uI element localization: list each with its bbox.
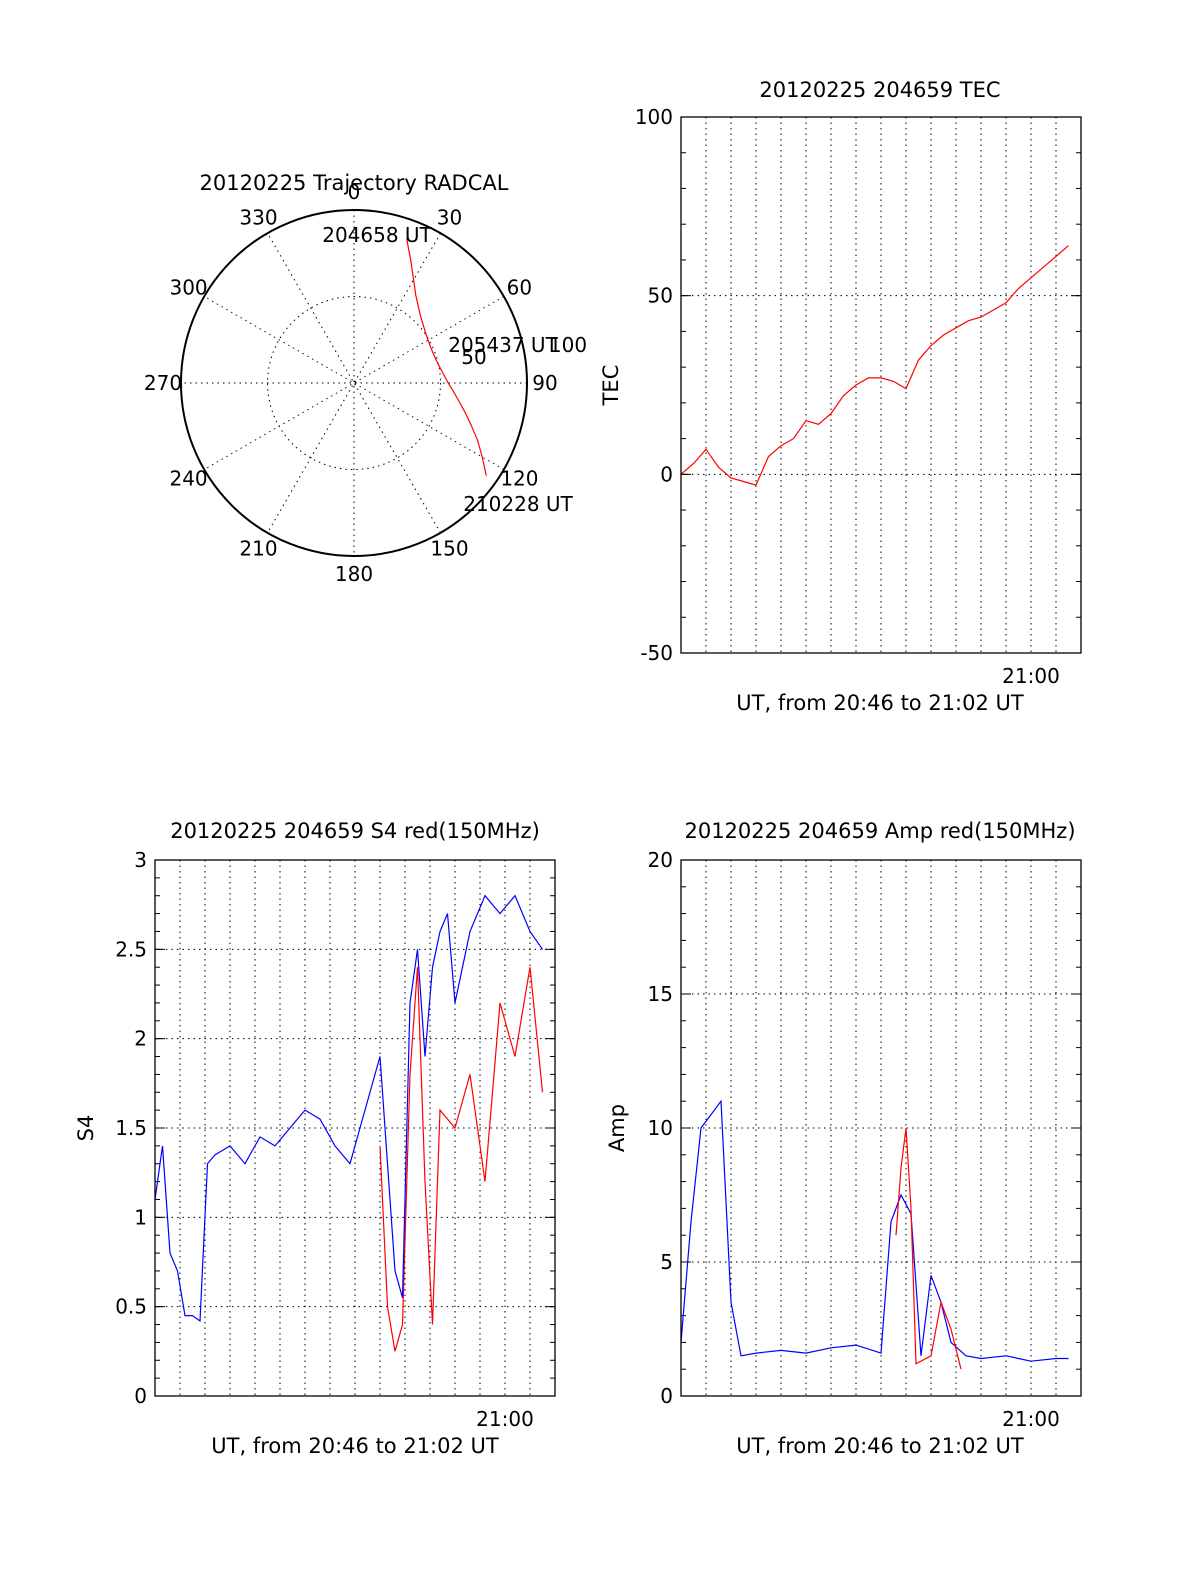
azimuth-label-300: 300	[169, 276, 207, 300]
amp-y-tick-label: 5	[660, 1250, 673, 1274]
s4-plot-frame	[154, 859, 556, 1397]
tec-y-ticks: -50 0 50 100	[635, 105, 1081, 665]
tec-plot: 20120225 204659 TEC -50 0 50 100 21:00 UT, …	[599, 78, 1082, 715]
amp-y-axis-label: Amp	[605, 1104, 629, 1152]
polar-ring-50	[267, 296, 441, 470]
amp-x-axis-label: UT, from 20:46 to 21:02 UT	[736, 1434, 1024, 1458]
amp-red-series-line	[895, 1127, 962, 1370]
polar-title: 20120225 Trajectory RADCAL	[200, 171, 509, 195]
tec-x-tick-label: 21:00	[1002, 664, 1060, 688]
polar-spoke-120	[203, 296, 505, 470]
azimuth-label-330: 330	[239, 206, 277, 230]
amp-blue-series-line	[680, 1099, 1069, 1362]
amp-grid	[681, 860, 1081, 1396]
s4-red-series-line	[379, 967, 544, 1352]
azimuth-label-240: 240	[169, 467, 207, 491]
amp-title: 20120225 204659 Amp red(150MHz)	[684, 819, 1075, 843]
tec-y-tick-label: -50	[640, 641, 673, 665]
annotation-end-time: 210228 UT	[463, 492, 573, 516]
s4-y-ticks: 0 0.5 1 1.5 2 2.5 3	[115, 848, 555, 1408]
s4-y-tick-label: 0	[134, 1384, 147, 1408]
tec-series-line	[680, 245, 1069, 486]
polar-grid	[181, 210, 527, 556]
azimuth-label-150: 150	[430, 536, 468, 560]
polar-spoke-30	[267, 232, 441, 534]
amp-y-tick-label: 10	[648, 1116, 673, 1140]
azimuth-label-270: 270	[144, 371, 182, 395]
tec-y-axis-label: TEC	[599, 365, 623, 407]
s4-y-tick-label: 1.5	[115, 1116, 147, 1140]
s4-plot: 20120225 204659 S4 red(150MHz) 0 0.5 1 1.5 2…	[74, 819, 556, 1458]
polar-spoke-150	[267, 232, 441, 534]
s4-y-tick-label: 1	[134, 1205, 147, 1229]
annotation-mid-time: 205437 UT	[448, 333, 558, 357]
polar-trajectory-plot: 20120225 Trajectory RADCAL 0 30 60 90 120 150…	[144, 171, 587, 586]
tec-grid	[681, 117, 1081, 653]
azimuth-label-90: 90	[532, 371, 557, 395]
azimuth-label-30: 30	[437, 206, 462, 230]
amp-y-tick-label: 20	[648, 848, 673, 872]
tec-y-tick-label: 100	[635, 105, 673, 129]
azimuth-label-0: 0	[348, 180, 361, 204]
tec-y-tick-label: 0	[660, 462, 673, 486]
amp-x-tick-label: 21:00	[1002, 1407, 1060, 1431]
azimuth-labels: 0 30 60 90 120 150 180 210 240 270 300 330	[144, 180, 558, 586]
s4-y-axis-label: S4	[74, 1115, 98, 1142]
s4-y-tick-label: 2	[134, 1027, 147, 1051]
s4-title: 20120225 204659 S4 red(150MHz)	[170, 819, 540, 843]
tec-title: 20120225 204659 TEC	[759, 78, 1000, 102]
annotation-start-time: 204658 UT	[322, 223, 432, 247]
radial-label-100: 100	[549, 333, 587, 357]
trajectory-line	[406, 238, 487, 476]
s4-y-tick-label: 0.5	[115, 1295, 147, 1319]
tec-plot-frame	[680, 116, 1082, 654]
azimuth-label-60: 60	[507, 276, 532, 300]
s4-y-tick-label: 2.5	[115, 937, 147, 961]
polar-spoke-60	[203, 296, 505, 470]
s4-blue-series-line	[154, 894, 543, 1323]
amp-plot-frame	[680, 859, 1082, 1397]
azimuth-label-210: 210	[239, 536, 277, 560]
polar-outer-circle	[180, 209, 528, 557]
s4-grid	[155, 860, 555, 1396]
amp-y-ticks: 0 5 10 15 20	[648, 848, 1081, 1408]
tec-y-tick-label: 50	[648, 284, 673, 308]
amp-y-tick-label: 0	[660, 1384, 673, 1408]
amp-plot: 20120225 204659 Amp red(150MHz) 0 5 10 15 20…	[605, 819, 1082, 1458]
radial-label-50: 50	[461, 345, 486, 369]
amp-y-tick-label: 15	[648, 982, 673, 1006]
tec-x-axis-label: UT, from 20:46 to 21:02 UT	[736, 691, 1024, 715]
s4-x-tick-label: 21:00	[476, 1407, 534, 1431]
s4-x-axis-label: UT, from 20:46 to 21:02 UT	[211, 1434, 499, 1458]
azimuth-label-120: 120	[500, 467, 538, 491]
s4-y-tick-label: 3	[134, 848, 147, 872]
azimuth-label-180: 180	[335, 562, 373, 586]
